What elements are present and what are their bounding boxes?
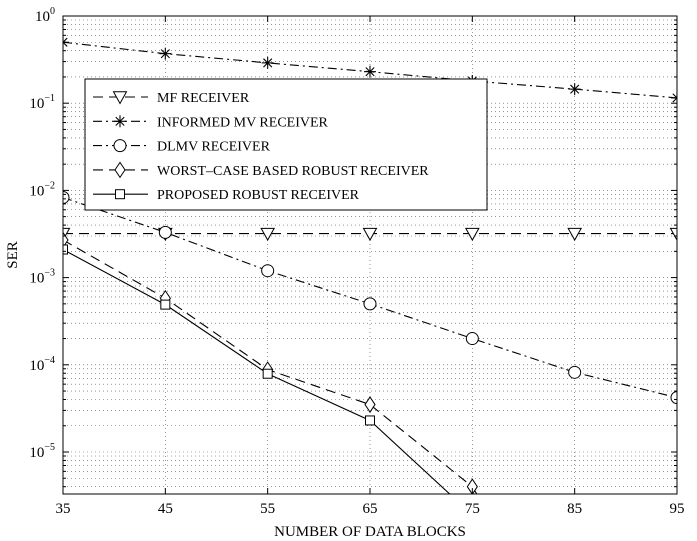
y-tick-label: 10−3: [29, 268, 55, 287]
marker-circle: [158, 225, 172, 239]
marker-diamond: [364, 396, 376, 413]
legend-label-3: WORST–CASE BASED ROBUST RECEIVER: [157, 164, 429, 179]
marker-asterisk-stroke: [63, 41, 68, 47]
marker-circle: [670, 391, 677, 405]
marker-asterisk: [568, 83, 581, 96]
marker-triangle-down: [567, 227, 583, 242]
x-tick-label: 45: [158, 501, 173, 517]
marker-triangle-down: [464, 227, 480, 242]
marker-square: [160, 299, 171, 310]
marker-circle: [261, 264, 275, 278]
marker-asterisk: [114, 115, 126, 128]
marker-diamond: [114, 161, 126, 179]
marker-asterisk: [159, 47, 172, 60]
marker-asterisk-stroke: [672, 97, 677, 103]
marker-square: [365, 415, 375, 426]
legend-label-1: INFORMED MV RECEIVER: [157, 115, 329, 130]
marker-circle: [465, 332, 479, 346]
marker-asterisk-stroke: [365, 67, 375, 77]
x-tick-label: 65: [363, 501, 378, 517]
axis-ticks: 35 45 55 65 75 85 95 100 10−1 10−2 10−3 10−4 10−5: [29, 6, 684, 517]
marker-square: [115, 189, 125, 200]
marker-asterisk: [364, 65, 376, 78]
marker-asterisk-stroke: [63, 37, 68, 44]
marker-asterisk: [63, 36, 69, 49]
x-tick-label: 85: [567, 501, 582, 517]
marker-triangle-down: [362, 227, 378, 242]
marker-asterisk-stroke: [115, 116, 125, 126]
marker-triangle-down: [669, 227, 677, 242]
legend-label-0: MF RECEIVER: [157, 91, 250, 106]
x-tick-label: 35: [56, 501, 71, 517]
x-tick-label: 55: [260, 501, 275, 517]
y-tick-label: 10−2: [29, 180, 55, 199]
marker-square: [63, 244, 68, 255]
marker-diamond: [466, 478, 478, 494]
marker-triangle-down: [260, 227, 276, 242]
series-line-3: [63, 239, 478, 494]
marker-asterisk: [261, 56, 274, 69]
marker-circle: [113, 139, 127, 153]
marker-asterisk: [671, 91, 677, 104]
marker-asterisk-stroke: [160, 49, 170, 59]
x-tick-label: 75: [465, 501, 480, 517]
y-axis-label: SER: [5, 241, 21, 269]
marker-circle: [363, 297, 377, 311]
legend-label-2: DLMV RECEIVER: [157, 140, 271, 155]
marker-triangle-down: [112, 91, 128, 105]
marker-square: [262, 368, 273, 379]
legend-box: [84, 78, 488, 211]
x-axis-label: NUMBER OF DATA BLOCKS: [274, 524, 466, 540]
marker-circle: [568, 365, 582, 379]
legend-label-4: PROPOSED ROBUST RECEIVER: [157, 188, 360, 203]
y-tick-label: 100: [35, 6, 55, 25]
legend: MF RECEIVER INFORMED MV RECEIVER DLMV RECE…: [84, 78, 488, 211]
y-tick-label: 10−1: [29, 93, 55, 112]
marker-asterisk-stroke: [263, 58, 273, 68]
y-tick-label: 10−5: [29, 442, 55, 461]
y-tick-label: 10−4: [29, 355, 55, 374]
marker-asterisk-stroke: [672, 93, 677, 99]
marker-asterisk-stroke: [570, 84, 580, 94]
x-tick-label: 95: [670, 501, 685, 517]
